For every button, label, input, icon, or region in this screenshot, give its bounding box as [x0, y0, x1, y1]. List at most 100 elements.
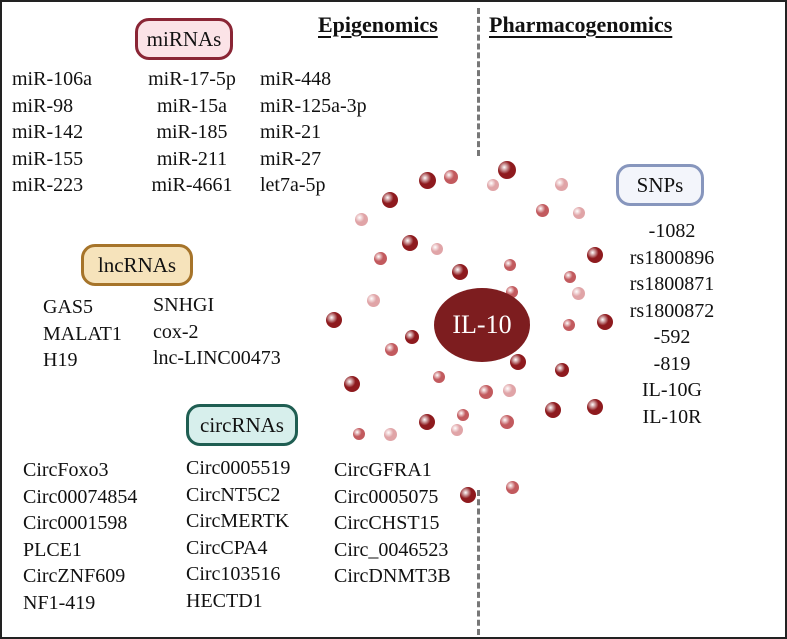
list-item: rs1800872 — [629, 299, 715, 322]
divider-top — [477, 8, 480, 156]
list-item: -592 — [653, 326, 691, 348]
list-item: miR-98 — [12, 94, 74, 117]
circrna-col3: CircGFRA1 Circ0005075 CircCHST15 Circ_00465… — [334, 457, 451, 590]
molecule-dot-dark — [555, 363, 569, 377]
molecule-dot-medium — [457, 409, 469, 421]
list-item: miR-15a — [157, 94, 227, 117]
list-item: CircMERTK — [186, 510, 290, 532]
list-item: lnc-LINC00473 — [153, 347, 281, 369]
circrnas-label: circRNAs — [186, 404, 298, 446]
list-item: CircZNF609 — [23, 565, 126, 587]
molecule-dot-medium — [564, 271, 576, 283]
molecule-dot-medium — [563, 319, 575, 331]
circrna-col2: Circ0005519 CircNT5C2 CircMERTK CircCPA4 Cir… — [186, 455, 290, 614]
molecule-dot-dark — [382, 192, 398, 208]
mirna-col3: miR-448 miR-125a-3p miR-21 miR-27 let7a-5p — [260, 66, 367, 199]
molecule-dot-dark — [587, 399, 603, 415]
molecule-dot-dark — [498, 161, 516, 179]
molecule-dot-medium — [384, 342, 398, 356]
molecule-dot-medium — [433, 371, 445, 383]
list-item: CircCHST15 — [334, 512, 440, 534]
lncrna-col2: SNHGI cox-2 lnc-LINC00473 — [153, 292, 281, 372]
list-item: SNHGI — [153, 294, 215, 316]
list-item: Circ0005075 — [334, 485, 439, 508]
molecule-dot-medium — [535, 203, 549, 217]
molecule-dot-light — [431, 243, 443, 255]
pharmacogenomics-heading: Pharmacogenomics — [489, 12, 673, 37]
list-item: miR-185 — [156, 121, 228, 143]
list-item: PLCE1 — [23, 538, 82, 561]
molecule-dot-medium — [500, 415, 514, 429]
list-item: let7a-5p — [260, 174, 326, 196]
list-item: rs1800896 — [629, 246, 715, 269]
list-item: NF1-419 — [23, 591, 96, 614]
molecule-dot-medium — [505, 480, 519, 494]
list-item: HECTD1 — [186, 589, 263, 612]
molecule-dot-light — [451, 424, 463, 436]
list-item: -1082 — [648, 220, 696, 242]
list-item: miR-448 — [260, 68, 332, 90]
molecule-dot-medium — [479, 385, 493, 399]
molecule-dot-light — [573, 207, 585, 219]
list-item: IL-10R — [642, 405, 702, 428]
molecule-dot-dark — [460, 487, 476, 503]
list-item: H19 — [43, 349, 78, 371]
list-item: CircGFRA1 — [334, 459, 432, 481]
molecule-dot-light — [571, 286, 585, 300]
divider-bottom — [477, 490, 480, 635]
list-item: CircFoxo3 — [23, 459, 109, 481]
list-item: -819 — [653, 352, 691, 375]
molecule-dot-light — [487, 179, 499, 191]
molecule-dot-dark — [545, 402, 561, 418]
list-item: Circ103516 — [186, 563, 281, 585]
molecule-dot-medium — [444, 170, 458, 184]
list-item: CircDNMT3B — [334, 565, 451, 587]
molecule-dot-medium — [353, 428, 365, 440]
list-item: rs1800871 — [629, 273, 715, 295]
molecule-dot-medium — [504, 259, 516, 271]
list-item: miR-21 — [260, 121, 322, 143]
molecule-dot-dark — [597, 314, 613, 330]
list-item: miR-4661 — [151, 174, 233, 196]
list-item: MALAT1 — [43, 322, 122, 345]
list-item: miR-223 — [12, 174, 84, 196]
snp-list: -1082 rs1800896 rs1800871 rs1800872 -592 -819… — [617, 218, 727, 430]
molecule-dot-dark — [402, 235, 418, 251]
molecule-dot-dark — [587, 247, 603, 263]
list-item: miR-155 — [12, 147, 84, 170]
molecule-dot-dark — [326, 312, 342, 328]
circrna-col1: CircFoxo3 Circ00074854 Circ0001598 PLCE1 Cir… — [23, 457, 137, 616]
molecule-dot-dark — [419, 414, 435, 430]
molecule-dot-dark — [405, 330, 419, 344]
list-item: miR-27 — [260, 147, 322, 170]
molecule-dot-light — [502, 383, 516, 397]
lncrna-col1: GAS5 MALAT1 H19 — [43, 294, 122, 374]
list-item: miR-125a-3p — [260, 94, 367, 117]
list-item: Circ0005519 — [186, 457, 291, 479]
snps-label: SNPs — [616, 164, 704, 206]
list-item: miR-17-5p — [148, 68, 236, 90]
molecule-dot-dark — [510, 354, 526, 370]
list-item: GAS5 — [43, 296, 94, 318]
list-item: CircCPA4 — [186, 536, 268, 559]
list-item: IL-10G — [642, 379, 702, 401]
molecule-dot-dark — [452, 264, 468, 280]
molecule-dot-light — [383, 427, 397, 441]
mirna-col1: miR-106a miR-98 miR-142 miR-155 miR-223 — [12, 66, 92, 199]
list-item: CircNT5C2 — [186, 483, 281, 506]
molecule-dot-light — [354, 212, 368, 226]
molecule-dot-dark — [418, 171, 436, 189]
molecule-dot-light — [366, 293, 380, 307]
list-item: Circ0001598 — [23, 512, 128, 534]
il10-center: IL-10 — [434, 288, 530, 362]
list-item: miR-211 — [156, 147, 228, 170]
epigenomics-heading: Epigenomics — [318, 12, 438, 37]
molecule-dot-dark — [344, 376, 360, 392]
list-item: Circ00074854 — [23, 485, 138, 508]
list-item: miR-106a — [12, 68, 92, 90]
list-item: miR-142 — [12, 121, 84, 143]
list-item: cox-2 — [153, 320, 199, 343]
list-item: Circ_0046523 — [334, 538, 449, 561]
mirnas-label: miRNAs — [135, 18, 233, 60]
